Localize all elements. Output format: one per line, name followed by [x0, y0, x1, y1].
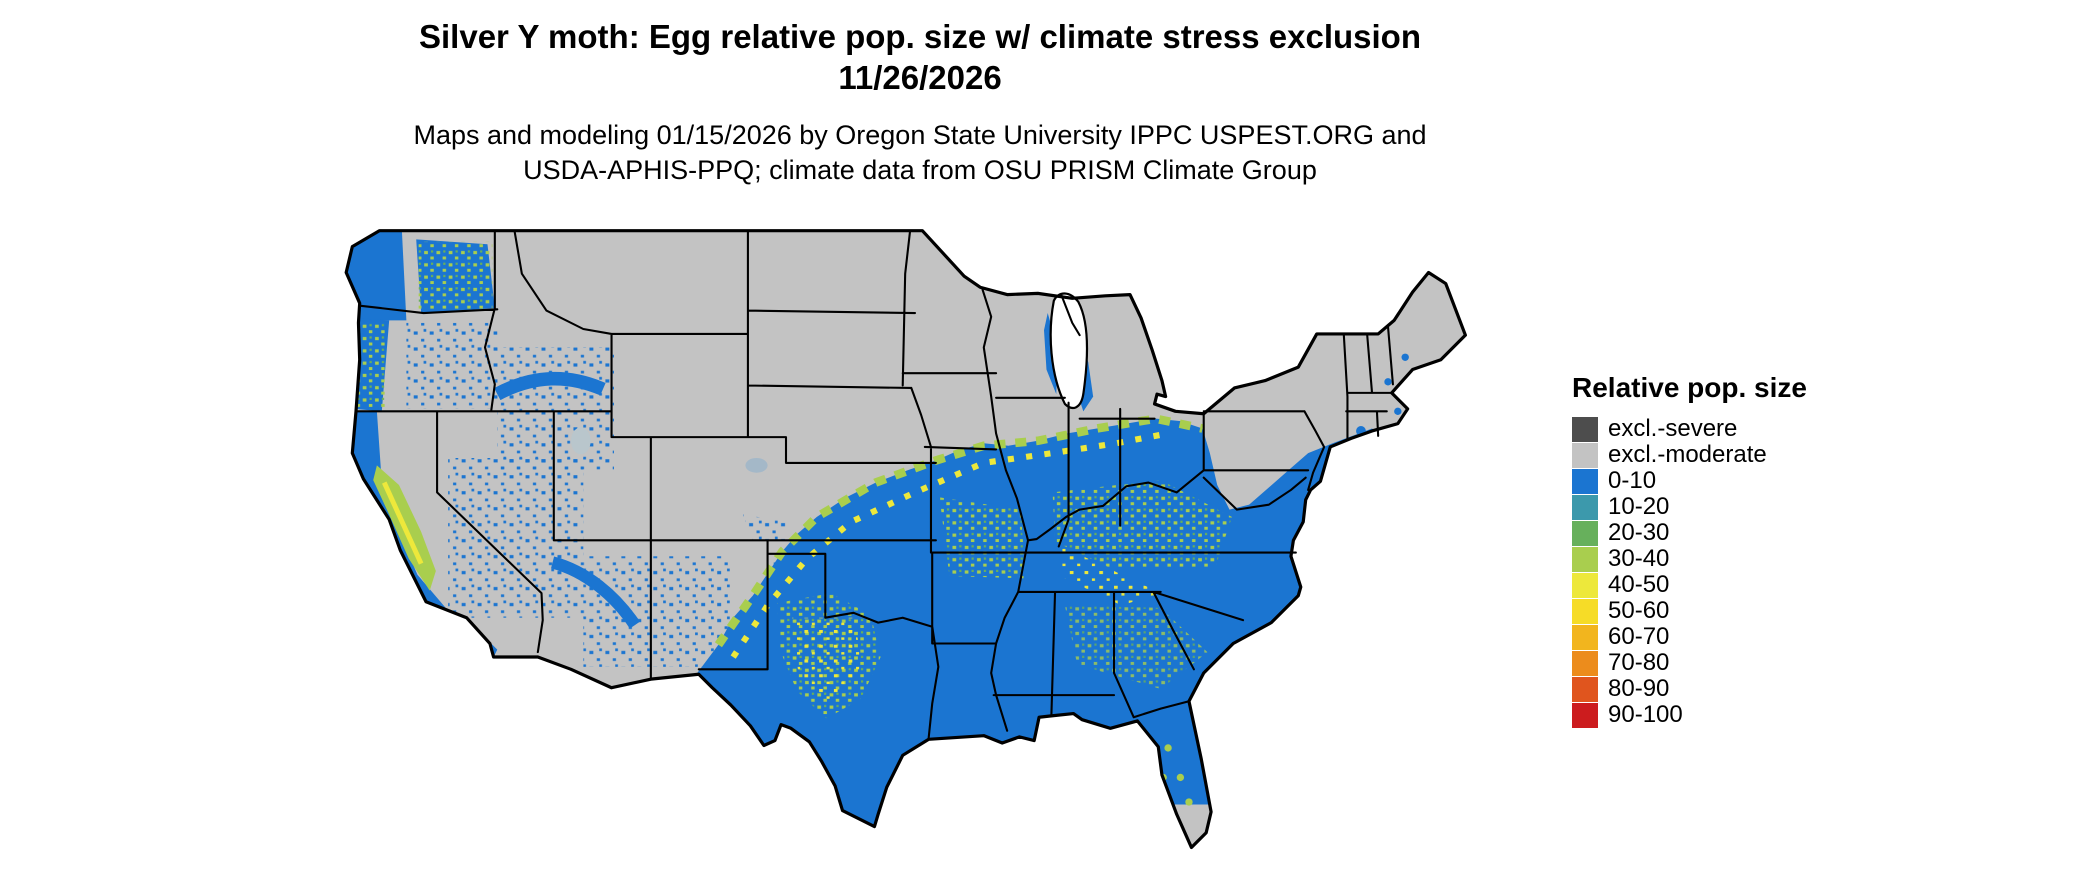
legend-label: 80-90 [1608, 675, 1670, 702]
legend-swatch [1572, 442, 1598, 468]
legend-label: 30-40 [1608, 545, 1670, 572]
legend-item: 0-10 [1572, 468, 1872, 494]
legend-swatch [1572, 572, 1598, 598]
legend-label: 10-20 [1608, 493, 1670, 520]
legend-swatch [1572, 520, 1598, 546]
legend-item: 50-60 [1572, 598, 1872, 624]
map-attribution-line2: USDA-APHIS-PPQ; climate data from OSU PR… [523, 155, 1317, 185]
speckle-nm-az [583, 556, 731, 667]
map-attribution-line1: Maps and modeling 01/15/2026 by Oregon S… [413, 120, 1427, 150]
legend-label: excl.-moderate [1608, 441, 1767, 468]
speckle-ozarks [939, 497, 1026, 579]
legend-swatch [1572, 494, 1598, 520]
great-salt-lake [571, 427, 591, 455]
legend-swatch [1572, 702, 1598, 728]
legend-swatch [1572, 624, 1598, 650]
map-title: Silver Y moth: Egg relative pop. size w/… [0, 16, 1840, 98]
us-outline [344, 229, 1467, 850]
speckle-or-east [406, 322, 498, 409]
map-title-line1: Silver Y moth: Egg relative pop. size w/… [419, 18, 1421, 55]
us-map-svg [344, 229, 1467, 850]
legend-item: excl.-severe [1572, 416, 1872, 442]
speckle-nv [448, 458, 584, 618]
speckle-central-texas-yellow [792, 617, 864, 702]
legend-label: 0-10 [1608, 467, 1657, 494]
legend-label: 70-80 [1608, 649, 1670, 676]
legend-swatch [1572, 650, 1598, 676]
legend-item: 10-20 [1572, 494, 1872, 520]
speckle-co-se [743, 514, 788, 541]
ca-central-valley-core [382, 481, 424, 565]
map-title-date: 11/26/2026 [838, 59, 1002, 96]
raster-layers [346, 230, 1466, 848]
legend-label: 90-100 [1608, 701, 1683, 728]
speckle-appalachia [1052, 480, 1232, 569]
legend-item: 90-100 [1572, 702, 1872, 728]
speckle-tn-valley [1059, 546, 1161, 606]
legend-swatch [1572, 598, 1598, 624]
map-attribution: Maps and modeling 01/15/2026 by Oregon S… [0, 118, 1840, 188]
legend-label: 40-50 [1608, 571, 1670, 598]
legend-swatch [1572, 676, 1598, 702]
plains-reservoir [745, 458, 768, 473]
legend-items: excl.-severe excl.-moderate 0-10 10-20 2… [1572, 416, 1872, 728]
legend-item: 60-70 [1572, 624, 1872, 650]
legend-label: excl.-severe [1608, 415, 1738, 442]
legend-item: 40-50 [1572, 572, 1872, 598]
blue-region-ca-coast [352, 411, 498, 658]
us-choropleth-map [300, 200, 1530, 888]
legend-label: 50-60 [1608, 597, 1670, 624]
band-yellowgreen-boundary [714, 414, 1204, 648]
legend-title: Relative pop. size [1572, 372, 1807, 403]
legend-item: 30-40 [1572, 546, 1872, 572]
legend-item: excl.-moderate [1572, 442, 1872, 468]
legend-item: 20-30 [1572, 520, 1872, 546]
speckle-wa-east [418, 241, 493, 311]
legend-item: 70-80 [1572, 650, 1872, 676]
legend: Relative pop. size excl.-severe excl.-mo… [1572, 372, 1872, 728]
legend-swatch [1572, 468, 1598, 494]
speckle-or-valley [357, 322, 387, 409]
legend-item: 80-90 [1572, 676, 1872, 702]
speckle-id-ut [497, 347, 614, 471]
legend-label: 60-70 [1608, 623, 1670, 650]
legend-label: 20-30 [1608, 519, 1670, 546]
legend-swatch [1572, 416, 1598, 442]
state-borders [354, 229, 1394, 741]
legend-swatch [1572, 546, 1598, 572]
